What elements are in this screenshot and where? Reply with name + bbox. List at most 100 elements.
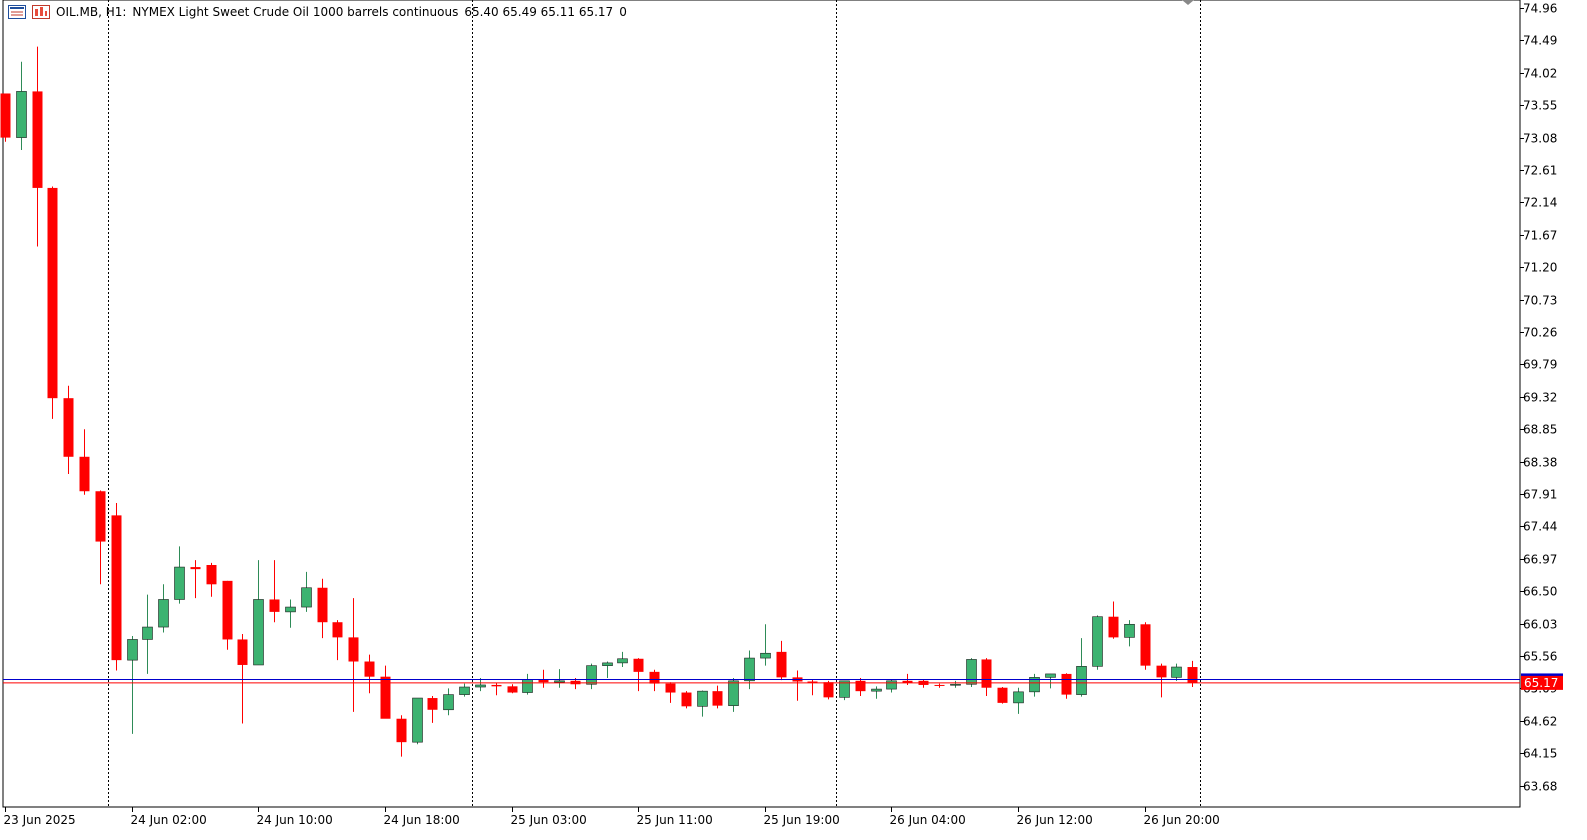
candle-bear (190, 567, 201, 570)
y-tick-label: 68.38 (1523, 456, 1557, 470)
candle-bull (1076, 666, 1087, 695)
candle-bear (981, 659, 992, 688)
candle-bear (507, 686, 518, 693)
candle-bull (728, 680, 739, 706)
y-tick-label: 74.02 (1523, 67, 1557, 81)
chart-header: OIL.MB, H1: NYMEX Light Sweet Crude Oil … (8, 3, 627, 21)
y-tick-label: 64.62 (1523, 715, 1557, 729)
candle-bull (602, 662, 613, 666)
ohlc-values: 65.40 65.49 65.11 65.17 (464, 5, 614, 19)
candle-bull (1124, 623, 1135, 638)
y-tick-label: 74.49 (1523, 34, 1557, 48)
y-tick-label: 69.32 (1523, 391, 1557, 405)
candle-bull (174, 566, 185, 600)
y-tick-label: 69.79 (1523, 358, 1557, 372)
candle-bear (47, 187, 58, 399)
y-tick-label: 74.96 (1523, 2, 1557, 16)
candle-bear (63, 398, 74, 457)
x-tick-label: 24 Jun 02:00 (131, 813, 207, 827)
candle-bull (127, 639, 138, 661)
candle-bull (886, 680, 897, 690)
x-tick-label: 25 Jun 03:00 (511, 813, 587, 827)
candle-bear (712, 691, 723, 706)
x-tick-label: 26 Jun 20:00 (1144, 813, 1220, 827)
y-tick-label: 71.20 (1523, 261, 1557, 275)
symbol-period: OIL.MB, H1: (56, 5, 127, 19)
candle-bull (459, 686, 470, 695)
candle-bear (902, 680, 913, 683)
y-tick-label: 66.50 (1523, 585, 1557, 599)
candle-bull (158, 599, 169, 628)
candle-bear (665, 683, 676, 693)
candle-bull (1171, 666, 1182, 678)
candle-bear (111, 515, 122, 661)
candle-bull (1092, 616, 1103, 667)
candle-bear (95, 491, 106, 542)
candle-bull (617, 658, 628, 664)
candle-bull (1029, 677, 1040, 693)
x-tick-label: 26 Jun 12:00 (1017, 813, 1093, 827)
candle-bear (348, 637, 359, 662)
y-tick-label: 68.85 (1523, 423, 1557, 437)
candle-bear (269, 599, 280, 612)
candle-bear (222, 580, 233, 640)
y-tick-label: 72.61 (1523, 164, 1557, 178)
candle-bear (206, 565, 217, 585)
candle-bull (301, 587, 312, 608)
candle-bull (475, 684, 486, 688)
y-tick-label: 63.68 (1523, 780, 1557, 794)
volume-value: 0 (619, 5, 627, 19)
y-tick-label: 67.91 (1523, 488, 1557, 502)
y-tick-label: 65.56 (1523, 650, 1557, 664)
candle-bear (855, 680, 866, 692)
y-tick-label: 73.55 (1523, 99, 1557, 113)
candle-bear (633, 658, 644, 672)
plot-area (2, 0, 1521, 808)
y-tick-label: 67.44 (1523, 520, 1557, 534)
last-price-badge (1521, 675, 1563, 690)
instrument-description: NYMEX Light Sweet Crude Oil 1000 barrels… (132, 5, 459, 19)
candle-bear (823, 682, 834, 698)
candle-bear (1140, 624, 1151, 666)
candle-bull (839, 680, 850, 698)
candle-bull (16, 91, 27, 138)
candle-bear (237, 639, 248, 665)
chart-window-icon[interactable] (32, 5, 50, 19)
candle-bear (364, 661, 375, 677)
candle-bear (396, 718, 407, 743)
list-icon[interactable] (8, 5, 26, 19)
candle-bear (997, 687, 1008, 703)
candle-bear (538, 679, 549, 683)
candle-bull (443, 694, 454, 711)
candle-bear (807, 681, 818, 683)
x-tick-label: 23 Jun 2025 (4, 813, 76, 827)
y-tick-label: 66.97 (1523, 553, 1557, 567)
candle-bear (934, 684, 945, 686)
y-tick-label: 72.14 (1523, 196, 1557, 210)
candle-bear (79, 456, 90, 492)
candle-bear (0, 93, 11, 138)
candle-bear (1061, 673, 1072, 695)
candle-bull (142, 626, 153, 640)
x-tick-label: 24 Jun 10:00 (257, 813, 333, 827)
candle-bull (412, 697, 423, 743)
y-tick-label: 70.73 (1523, 294, 1557, 308)
candle-bear (681, 692, 692, 707)
candle-bear (380, 676, 391, 719)
candle-bull (285, 606, 296, 613)
y-tick-label: 66.03 (1523, 618, 1557, 632)
y-tick-label: 73.08 (1523, 132, 1557, 146)
candle-bear (1108, 616, 1119, 638)
candle-bear (427, 698, 438, 710)
candle-bull (586, 665, 597, 685)
last-price-label: 65.17 (1524, 676, 1558, 690)
candle-bull (1013, 691, 1024, 704)
y-tick-label: 64.15 (1523, 747, 1557, 761)
y-tick-label: 70.26 (1523, 326, 1557, 340)
x-tick-label: 24 Jun 18:00 (384, 813, 460, 827)
candle-bear (317, 587, 328, 623)
candle-bull (760, 652, 771, 659)
candle-bear (649, 671, 660, 684)
candle-bull (950, 683, 961, 686)
